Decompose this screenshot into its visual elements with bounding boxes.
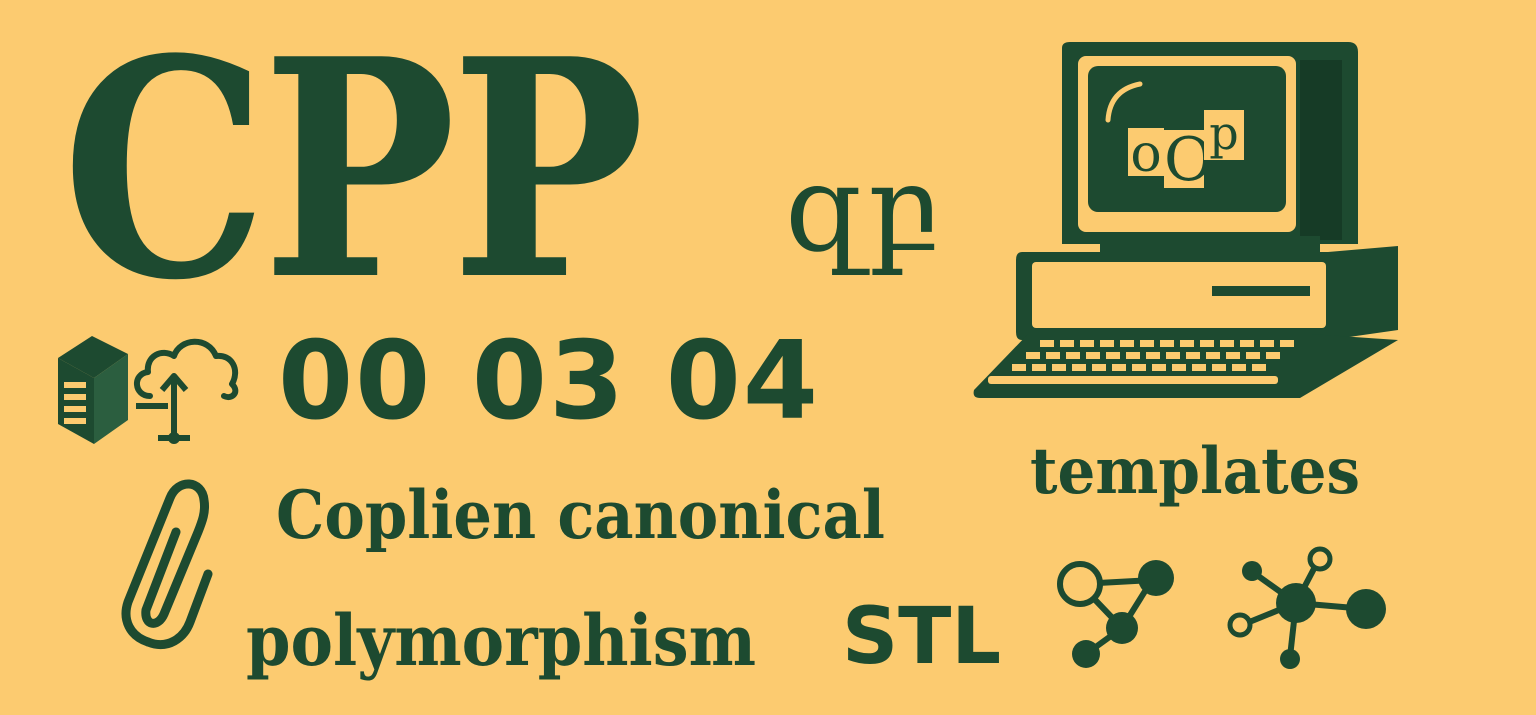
topic-polymorphism: polymorphism (246, 599, 757, 682)
numbers-text: 00 03 04 (278, 319, 821, 444)
topic-stl: STL (842, 592, 1002, 682)
topic-templates: templates (1030, 434, 1361, 509)
cloud-upload-icon (134, 338, 239, 444)
computer-icon (973, 42, 1398, 398)
server-icon (58, 336, 128, 444)
paperclip-icon (121, 479, 213, 649)
screen-letter: p (1204, 110, 1244, 160)
decorative-glyphs: զբ (785, 140, 942, 279)
screen-oop-letters: o O p (1128, 108, 1258, 195)
page-title: CPP (62, 0, 645, 346)
topic-coplien: Coplien canonical (276, 476, 885, 554)
screen-letter: O (1164, 125, 1214, 195)
screen-letter: o (1128, 128, 1164, 180)
network-hub-icon (1227, 546, 1386, 669)
graph-nodes-icon (1057, 560, 1174, 668)
